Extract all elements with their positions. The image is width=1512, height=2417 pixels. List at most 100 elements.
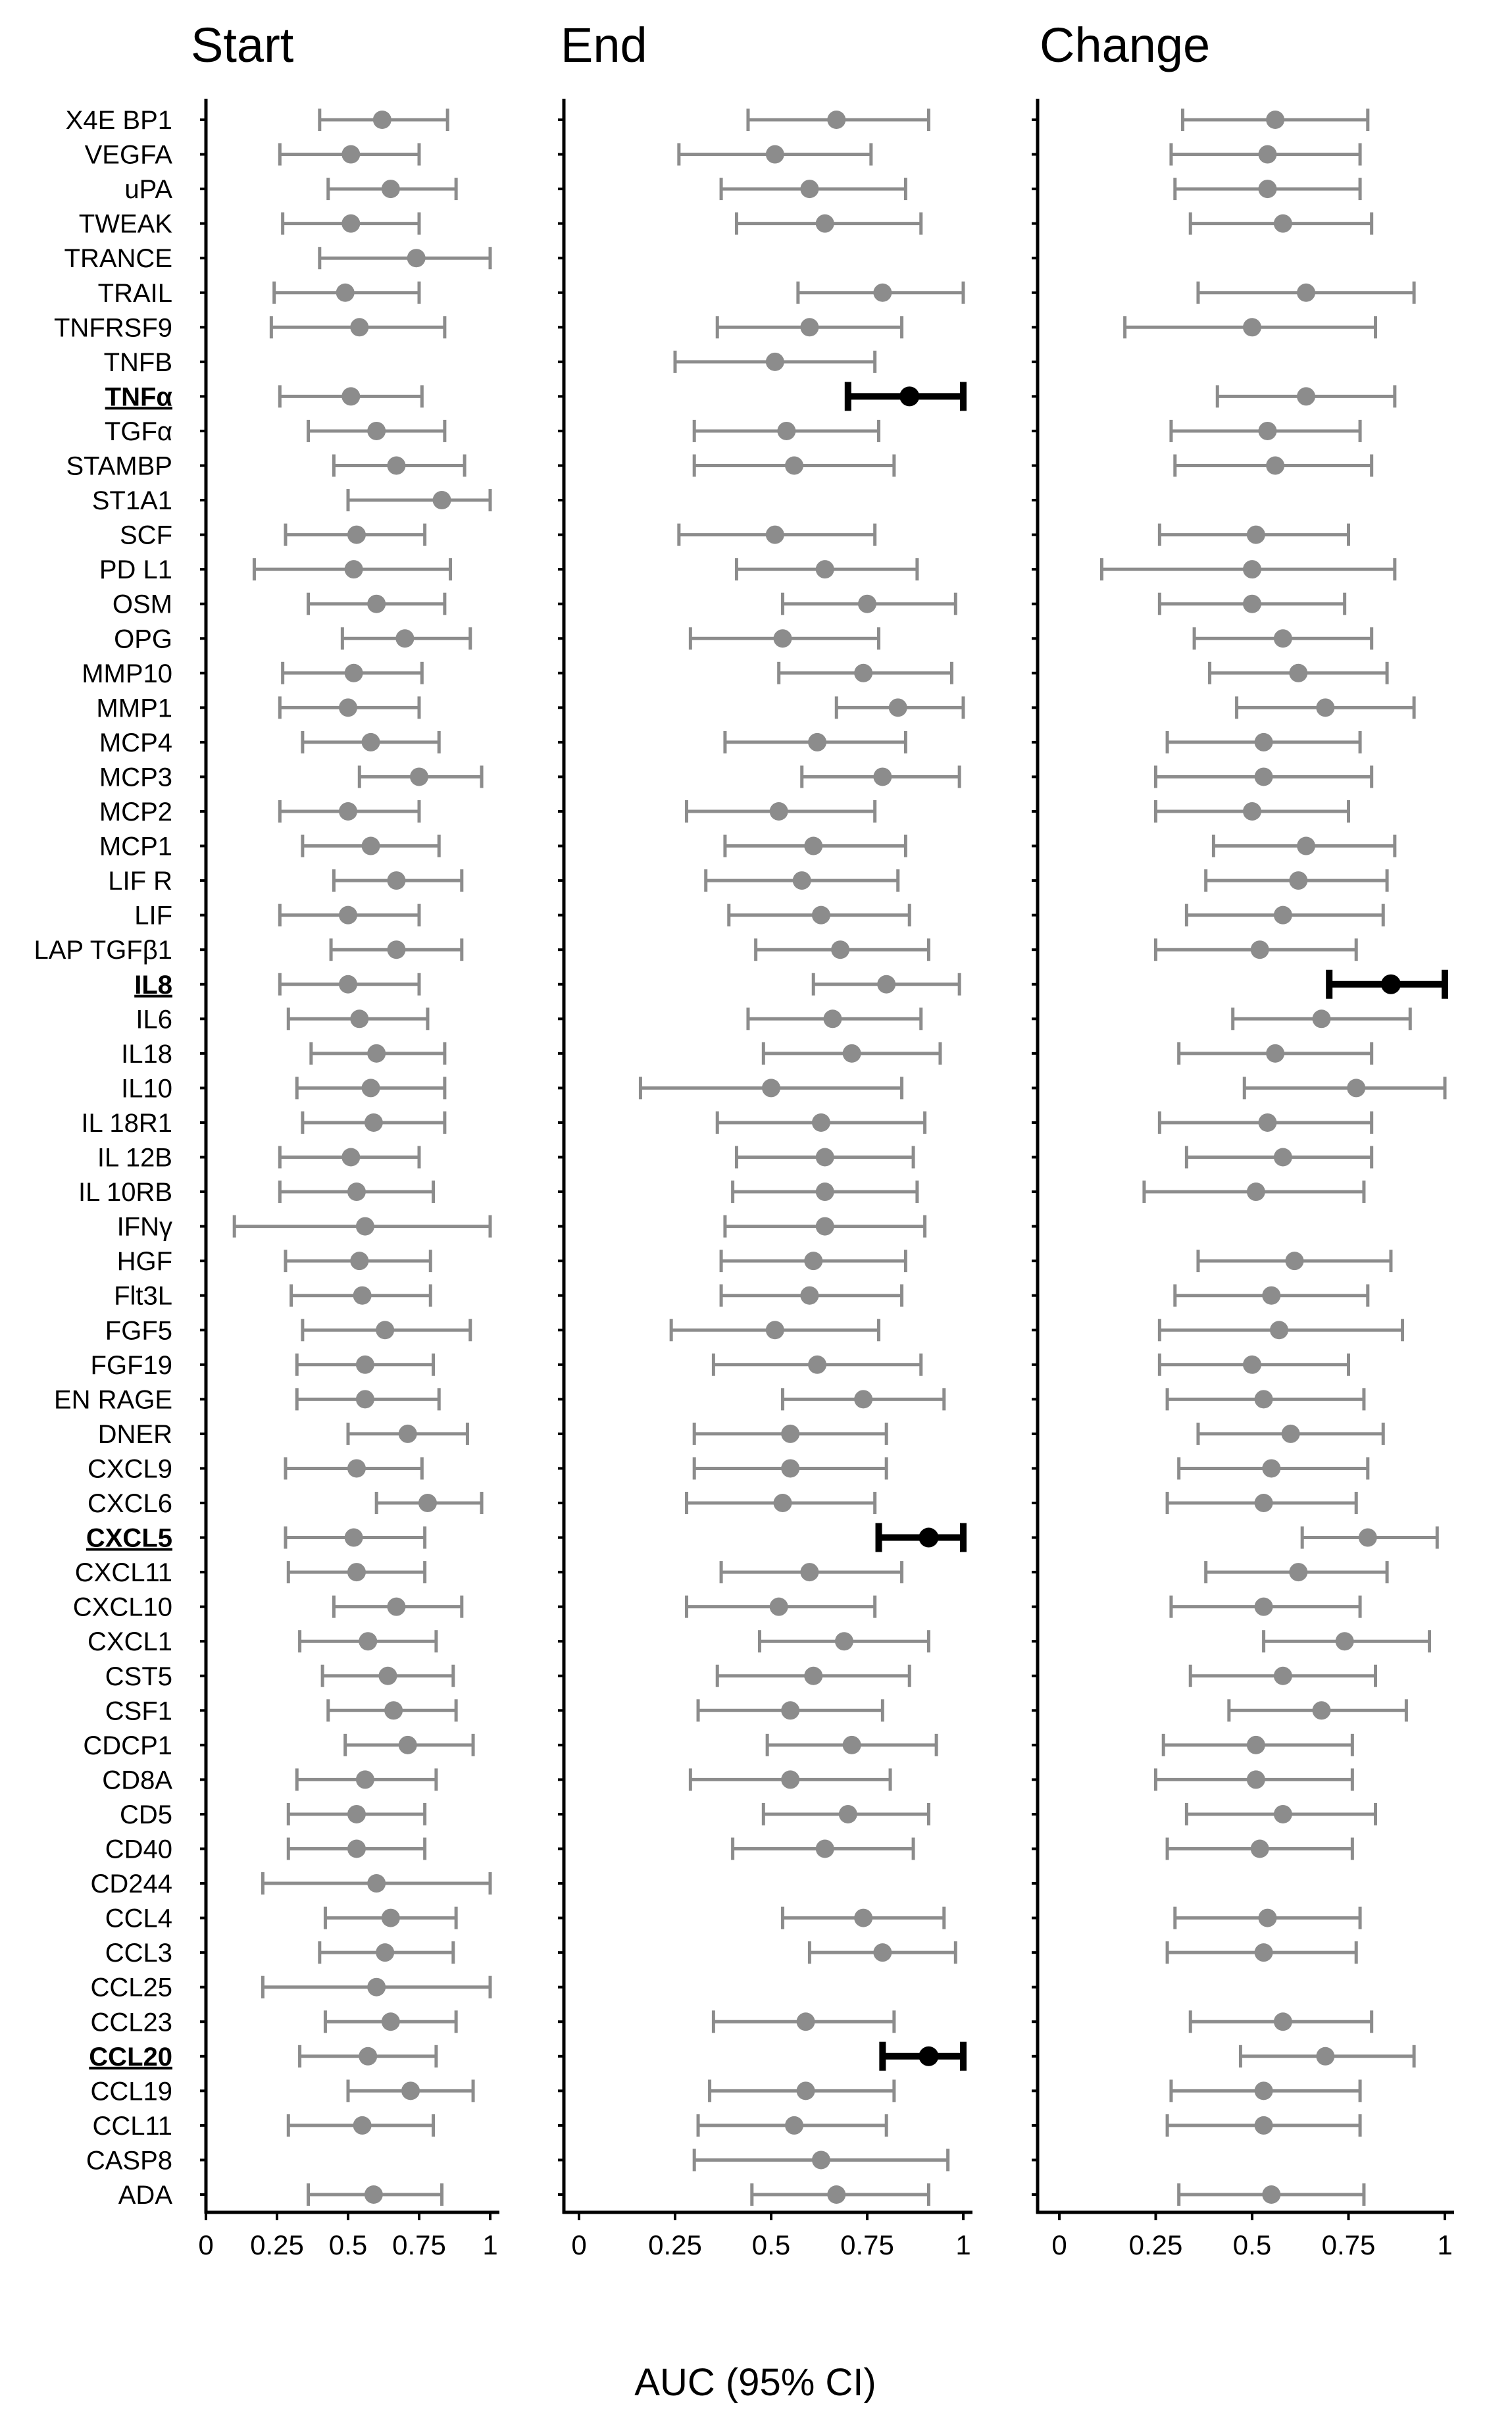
ci-row-11: [332, 454, 466, 477]
x-tick-label: 0.5: [329, 2229, 367, 2260]
auc-point: [899, 386, 920, 407]
ci-row-17: [777, 661, 953, 684]
auc-point: [1258, 1113, 1277, 1132]
ci-row-58: [1169, 2079, 1362, 2102]
auc-point: [1273, 2012, 1292, 2031]
ci-row-44: [332, 1595, 464, 1618]
ci-row-15: [781, 592, 957, 615]
auc-point: [344, 663, 363, 682]
auc-point: [387, 871, 406, 890]
category-label: HGF: [117, 1247, 172, 1276]
ci-row-2: [1169, 143, 1362, 166]
ci-row-15: [307, 592, 447, 615]
auc-point: [341, 214, 361, 233]
category-label: X4E BP1: [66, 106, 172, 135]
category-label: CD5: [120, 1800, 172, 1829]
ci-row-35: [719, 1284, 904, 1307]
ci-row-11: [692, 454, 896, 477]
auc-point: [1254, 767, 1273, 786]
ci-row-7: [1123, 316, 1378, 339]
category-label: CXCL10: [73, 1593, 172, 1622]
ci-row-46: [1188, 1664, 1378, 1687]
auc-point: [858, 594, 876, 613]
ci-row-20: [357, 765, 484, 788]
ci-row-16: [1192, 627, 1374, 650]
auc-point: [361, 836, 380, 855]
ci-row-32: [1142, 1181, 1366, 1204]
auc-point: [1273, 1148, 1292, 1167]
auc-point: [1273, 629, 1292, 648]
auc-point: [815, 214, 834, 233]
ci-row-22: [301, 834, 441, 857]
auc-point: [1316, 2047, 1335, 2066]
category-label: IL 12B: [97, 1144, 172, 1173]
ci-row-4: [734, 212, 923, 235]
category-label: CCL25: [90, 1973, 172, 2002]
auc-point: [815, 1148, 834, 1167]
auc-point: [1258, 180, 1277, 199]
ci-row-7: [269, 316, 447, 339]
auc-point: [1297, 836, 1316, 855]
ci-row-44: [1169, 1595, 1362, 1618]
category-label: CCL3: [105, 1939, 172, 1968]
ci-row-12: [346, 489, 492, 512]
ci-row-18: [1235, 696, 1416, 719]
ci-row-30: [715, 1111, 927, 1134]
auc-point: [1273, 905, 1292, 925]
ci-row-20: [1154, 765, 1374, 788]
auc-point: [341, 1148, 361, 1167]
auc-point: [811, 1113, 830, 1132]
ci-row-61: [750, 2183, 930, 2206]
auc-point: [781, 1424, 800, 1443]
auc-point: [769, 802, 788, 821]
auc-point: [785, 456, 804, 475]
auc-point: [1258, 1908, 1277, 1927]
auc-point: [359, 1632, 378, 1651]
ci-row-16: [340, 627, 472, 650]
category-label: CCL20: [89, 2043, 172, 2072]
auc-point: [347, 525, 366, 544]
category-label: FGF19: [91, 1351, 172, 1380]
x-tick-label: 0.5: [752, 2229, 790, 2260]
auc-point: [1316, 698, 1335, 717]
category-label: LIF R: [108, 867, 172, 896]
auc-point: [873, 1943, 892, 1962]
auc-point: [350, 1252, 369, 1271]
ci-row-43: [286, 1561, 427, 1584]
ci-row-39: [692, 1422, 888, 1445]
ci-row-37: [1157, 1353, 1350, 1376]
auc-point: [854, 1390, 873, 1409]
ci-row-9: [844, 382, 967, 411]
ci-row-3: [326, 178, 458, 201]
category-label: CD244: [90, 1870, 172, 1898]
auc-point: [777, 421, 796, 440]
ci-row-4: [1188, 212, 1374, 235]
auc-point: [919, 1527, 939, 1548]
category-label: MCP4: [99, 728, 172, 757]
auc-point: [800, 1563, 819, 1582]
category-label: TRAIL: [98, 279, 172, 308]
category-label: PD L1: [99, 555, 172, 584]
auc-point: [1254, 732, 1273, 751]
ci-row-9: [1215, 385, 1397, 408]
auc-point: [341, 387, 361, 406]
category-label: CXCL5: [86, 1524, 172, 1553]
ci-row-3: [1173, 178, 1362, 201]
ci-row-4: [281, 212, 421, 235]
auc-point: [1246, 1735, 1265, 1754]
auc-point: [401, 2081, 420, 2100]
ci-row-27: [286, 1007, 430, 1030]
auc-point: [873, 283, 892, 302]
category-label: IL10: [121, 1074, 172, 1103]
auc-point: [765, 145, 784, 164]
ci-row-50: [761, 1802, 930, 1825]
auc-point: [398, 1424, 417, 1443]
auc-point: [854, 663, 873, 682]
auc-point: [781, 1770, 800, 1789]
category-label: CXCL1: [88, 1627, 172, 1656]
category-label: IL8: [134, 971, 172, 1000]
ci-row-5: [318, 247, 492, 270]
ci-row-28: [1177, 1042, 1374, 1065]
ci-row-51: [286, 1837, 427, 1860]
category-label: CXCL9: [88, 1454, 172, 1483]
